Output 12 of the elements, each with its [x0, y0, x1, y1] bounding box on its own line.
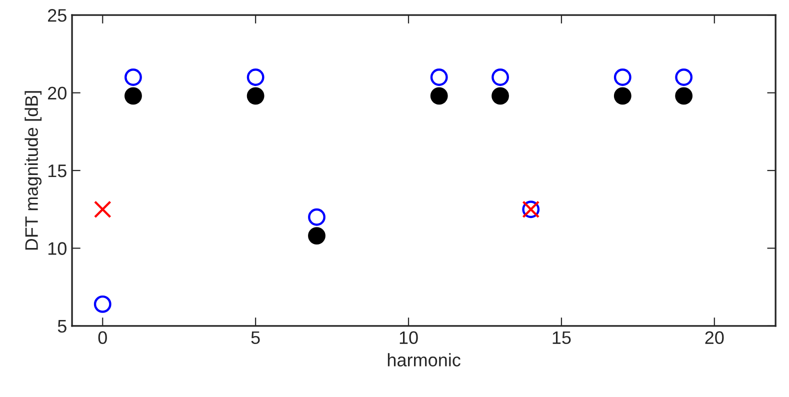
y-tick-label: 10	[48, 242, 66, 255]
x-tick-label: 0	[98, 331, 107, 344]
y-axis-title: DFT magnitude [dB]	[24, 91, 42, 250]
y-tick-label: 15	[48, 164, 66, 178]
x-tick-label: 10	[400, 331, 418, 344]
x-axis-title: harmonic	[388, 353, 460, 366]
y-tick-label: 5	[58, 320, 66, 333]
x-tick-label: 20	[705, 331, 724, 344]
y-tick-label: 20	[48, 86, 66, 100]
y-tick-label: 25	[48, 9, 66, 22]
x-tick-label: 5	[251, 331, 260, 344]
x-tick-label: 15	[552, 331, 571, 344]
